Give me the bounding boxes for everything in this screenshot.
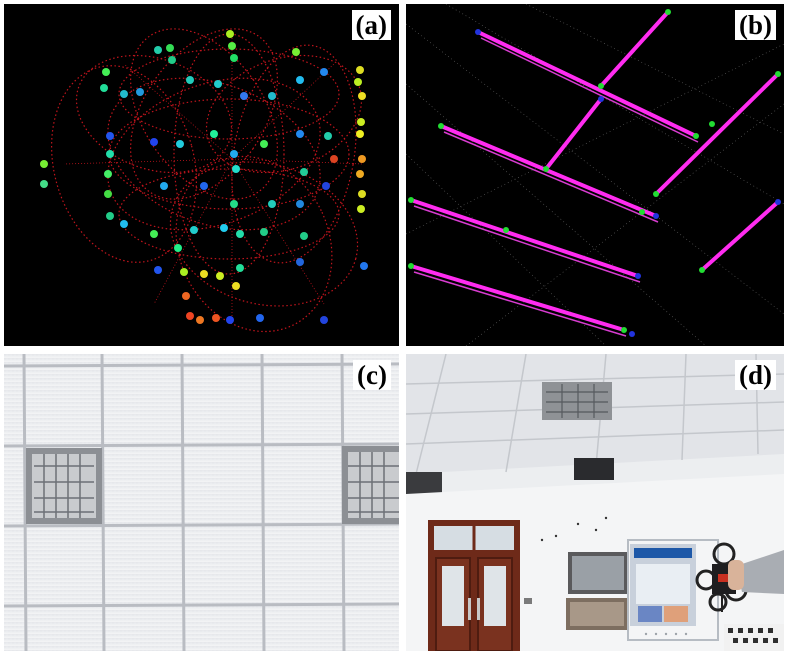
line-features-secondary [413, 37, 699, 337]
panel-label-b: (b) [735, 10, 776, 40]
ceiling-photo [4, 354, 399, 651]
room-photo [406, 354, 784, 651]
light-fixture-left [26, 448, 102, 524]
panel-label-c: (c) [353, 360, 391, 390]
panel-d-room-photo: (d) [406, 354, 784, 651]
line-feature-canvas [406, 4, 784, 346]
feature-points [40, 30, 368, 324]
panel-label-d: (d) [735, 360, 776, 390]
light-fixture-right [342, 446, 399, 524]
panel-a-lidar-point-cloud: (a) [4, 4, 399, 346]
wall-markers [540, 516, 608, 542]
panel-c-ceiling-photo: (c) [4, 354, 399, 651]
radial-rays [63, 34, 365, 324]
panel-label-a: (a) [351, 10, 391, 40]
person-arm [728, 550, 784, 594]
lidar-point-cloud-canvas [4, 4, 399, 346]
wall-plaques [524, 552, 628, 630]
line-features [409, 10, 780, 332]
sparse-point-cloud [406, 4, 784, 346]
ceiling [406, 354, 784, 494]
poster-board [630, 544, 696, 636]
floor-corner [724, 624, 784, 651]
panel-b-line-features: (b) [406, 4, 784, 346]
door [428, 520, 520, 651]
line-endpoints [408, 9, 781, 337]
